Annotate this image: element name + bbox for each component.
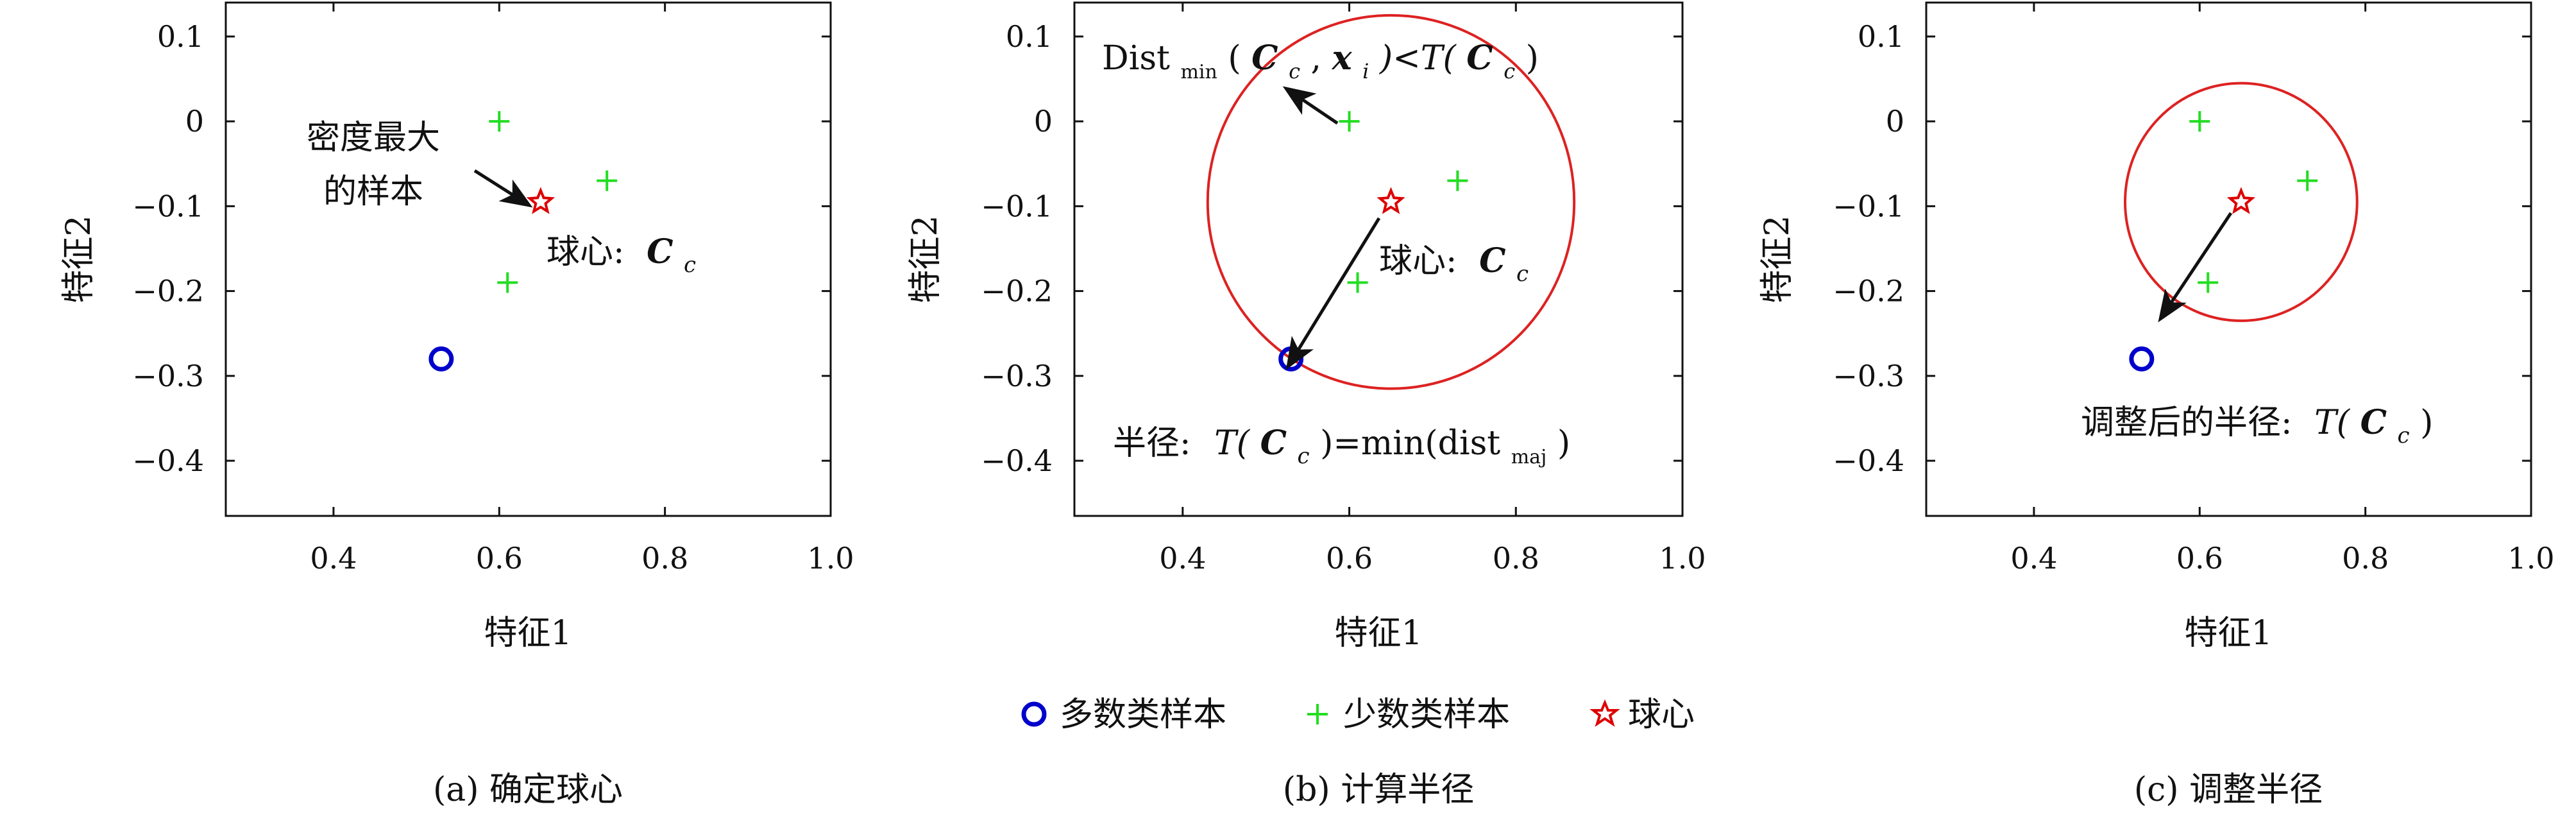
legend-label: 球心 [1628,696,1695,734]
annotation-arrow-radius [2158,212,2233,323]
legend-marker-star [1589,699,1620,727]
x-tick-label: 0.6 [1326,541,1373,576]
y-tick-label: 0.1 [157,19,204,54]
markers [2129,111,2318,372]
plot-frame [1925,1,2532,517]
x-axis-title: 特征1 [484,614,572,653]
majority-sample-point [428,346,454,372]
y-tick-label: −0.1 [132,189,204,223]
annotation-densest-line1: 密度最大 [307,119,440,157]
center-point [1377,187,1405,214]
x-axis-title: 特征1 [1334,614,1422,653]
markers [428,111,618,372]
y-tick-label: −0.4 [1833,443,1904,478]
y-tick-label: 0 [1034,104,1053,139]
legend: 多数类样本 少数类样本 球心 [1021,696,1695,734]
x-axis-title: 特征1 [2184,614,2272,653]
annotation-center: 球心: C c [547,232,696,278]
x-tick-label: 0.8 [2342,541,2389,576]
y-tick-label: 0 [1886,104,1904,139]
legend-marker-circle [1021,701,1047,727]
plot-frame [1073,1,1684,517]
axis-ticks: 0.4 0.6 0.8 1.0 0.1 0 −0.1 −0.2 −0.3 −0.4 [1833,3,2555,576]
minority-sample-point [597,170,618,191]
x-tick-label: 0.4 [1159,541,1206,576]
center-point [2226,187,2256,214]
legend-item-majority: 多数类样本 [1021,696,1226,734]
legend-label: 少数类样本 [1343,696,1510,734]
x-tick-label: 0.4 [2010,541,2057,576]
panel-caption: (b) 计算半径 [1283,771,1474,809]
minority-sample-point [2297,170,2318,191]
annotation-arrow-dist [1282,86,1339,125]
y-tick-label: −0.2 [981,274,1053,309]
legend-label: 多数类样本 [1060,696,1226,734]
radius-circle [2124,81,2359,322]
panel-b: 0.4 0.6 0.8 1.0 0.1 0 −0.1 −0.2 −0.3 −0.4 特征1 特征2… [906,1,1706,809]
annotation-radius: 半径: T( C c )=min(dist maj ) [1113,424,1570,472]
panel-caption: (c) 调整半径 [2134,771,2323,809]
y-tick-label: −0.4 [981,443,1053,478]
minority-sample-point [497,272,518,293]
x-tick-label: 0.6 [476,541,523,576]
annotation-arrow [473,169,533,208]
panel-caption: (a) 确定球心 [433,771,623,809]
x-tick-label: 0.6 [2176,541,2223,576]
minority-sample-point [489,111,510,132]
x-tick-label: 0.4 [310,541,357,576]
x-tick-label: 1.0 [2507,541,2554,576]
legend-item-minority: 少数类样本 [1307,696,1510,734]
axis-ticks: 0.4 0.6 0.8 1.0 0.1 0 −0.1 −0.2 −0.3 −0.4 [981,3,1706,576]
x-tick-label: 1.0 [1659,541,1706,576]
minority-sample-point [1447,170,1468,191]
annotation-arrow-radius [1285,217,1381,370]
y-tick-label: −0.4 [132,443,204,478]
y-tick-label: −0.3 [132,359,204,393]
y-tick-label: −0.3 [981,359,1053,393]
y-tick-label: −0.1 [981,189,1053,223]
radius-circle [1206,13,1576,390]
y-axis-title: 特征2 [60,215,98,303]
y-tick-label: −0.2 [1833,274,1904,309]
x-tick-label: 1.0 [807,541,854,576]
minority-sample-point [1347,272,1368,293]
legend-item-center: 球心 [1589,696,1695,734]
y-tick-label: −0.2 [132,274,204,309]
y-tick-label: −0.1 [1833,189,1904,223]
y-tick-label: 0.1 [1006,19,1053,54]
axis-ticks: 0.4 0.6 0.8 1.0 0.1 0 −0.1 −0.2 −0.3 −0.4 [132,3,854,576]
y-tick-label: −0.3 [1833,359,1904,393]
annotation-center: 球心: C c [1379,241,1529,287]
y-tick-label: 0.1 [1858,19,1904,54]
x-tick-label: 0.8 [1493,541,1539,576]
y-axis-title: 特征2 [1758,215,1797,303]
plot-frame [225,1,832,517]
majority-sample-point [2129,346,2155,372]
panel-a: 0.4 0.6 0.8 1.0 0.1 0 −0.1 −0.2 −0.3 −0.4 特征1 特征2… [60,1,854,809]
minority-sample-point [1339,111,1360,132]
center-point [526,187,555,214]
minority-sample-point [2198,272,2219,293]
annotation-dist-min: Dist min ( C c , x i )<T( C c ) [1102,39,1539,87]
y-axis-title: 特征2 [906,215,945,303]
annotation-densest-line2: 的样本 [323,173,423,211]
x-tick-label: 0.8 [641,541,688,576]
y-tick-label: 0 [185,104,204,139]
panel-c: 0.4 0.6 0.8 1.0 0.1 0 −0.1 −0.2 −0.3 −0.4 特征1 特征2… [1758,1,2555,809]
annotation-adjusted-radius: 调整后的半径: T( C c ) [2081,403,2433,451]
minority-sample-point [2189,111,2210,132]
